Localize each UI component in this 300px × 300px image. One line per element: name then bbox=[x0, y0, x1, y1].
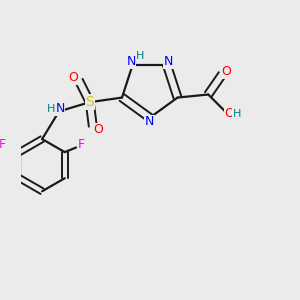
Text: O: O bbox=[68, 71, 78, 84]
Text: S: S bbox=[85, 95, 94, 109]
Text: H: H bbox=[232, 109, 241, 119]
Text: H: H bbox=[47, 104, 56, 114]
Text: N: N bbox=[55, 102, 64, 116]
Text: F: F bbox=[78, 138, 85, 151]
Text: N: N bbox=[126, 56, 136, 68]
Text: H: H bbox=[136, 51, 145, 61]
Text: O: O bbox=[93, 123, 103, 136]
Text: F: F bbox=[0, 138, 6, 151]
Text: N: N bbox=[164, 56, 173, 68]
Text: O: O bbox=[224, 107, 234, 120]
Text: O: O bbox=[221, 65, 231, 78]
Text: N: N bbox=[145, 115, 154, 128]
